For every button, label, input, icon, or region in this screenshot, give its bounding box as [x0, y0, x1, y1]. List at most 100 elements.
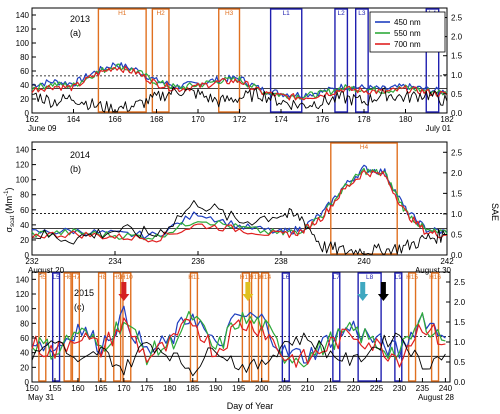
x-tick-label: 240 — [439, 384, 453, 393]
x-tick-label: 185 — [186, 384, 200, 393]
highlight-box — [63, 272, 72, 382]
highlight-box-label: L8 — [366, 274, 374, 281]
y-tick-label: 0 — [25, 109, 30, 118]
y-tick-label: 100 — [16, 305, 30, 314]
arrow-head — [118, 294, 130, 301]
x-tick-label: 170 — [191, 115, 205, 124]
start-date-label: May 31 — [28, 393, 55, 402]
x-tick-label: 234 — [108, 257, 122, 266]
year-label: 2013 — [70, 14, 90, 24]
highlight-box-label: H14 — [259, 274, 271, 281]
x-tick-label: 180 — [399, 115, 413, 124]
highlight-box-label: H1 — [118, 10, 127, 17]
scattering-series-line — [31, 62, 448, 99]
end-date-label: August 30 — [415, 266, 452, 275]
panel-label: (a) — [70, 28, 81, 38]
y-tick-label: 80 — [20, 319, 29, 328]
arrow-head — [357, 294, 369, 301]
y2-tick-label: 0.5 — [454, 358, 466, 367]
plot-frame — [31, 141, 448, 256]
y-tick-label: 100 — [16, 39, 30, 48]
highlight-box — [113, 272, 122, 382]
x-tick-label: 180 — [163, 384, 177, 393]
y2-tick-label: 0.0 — [451, 251, 463, 260]
y-tick-label: 20 — [20, 363, 29, 372]
x-tick-label: 165 — [94, 384, 108, 393]
highlight-box — [394, 272, 403, 382]
x-tick-label: 182 — [440, 115, 454, 124]
highlight-box — [407, 272, 417, 382]
x-tick-label: 155 — [48, 384, 62, 393]
x-tick-label: 164 — [67, 115, 81, 124]
end-date-label: August 28 — [418, 393, 455, 402]
highlight-box-label: H3 — [225, 10, 234, 17]
y-tick-label: 80 — [20, 53, 29, 62]
start-date-label: June 09 — [28, 124, 57, 133]
y2-tick-label: 2.5 — [454, 278, 466, 287]
y2-tick-label: 0.5 — [451, 230, 463, 239]
highlight-box-label: L7 — [333, 274, 341, 281]
x-tick-label: 162 — [25, 115, 39, 124]
y-axis-label-sigma: σ — [4, 226, 14, 232]
x-tick-label: 195 — [232, 384, 246, 393]
highlight-box — [357, 272, 382, 382]
plot-frame — [31, 271, 451, 383]
highlight-box — [241, 272, 250, 382]
y-axis-label-sub: scat — [10, 216, 16, 227]
x-tick-label: 238 — [274, 257, 288, 266]
arrow-shaft — [360, 282, 366, 294]
y-tick-label: 120 — [16, 25, 30, 34]
y-tick-label: 20 — [20, 95, 29, 104]
y2-tick-label: 0.0 — [454, 378, 466, 387]
y2-tick-label: 2.0 — [451, 169, 463, 178]
highlight-box-label: H8 — [98, 274, 107, 281]
legend-label: 450 nm — [394, 18, 421, 27]
x-tick-label: 176 — [316, 115, 330, 124]
y-axis-label: σscat(Mm-1) — [4, 188, 16, 233]
highlight-box — [250, 272, 260, 382]
x-tick-label: 190 — [209, 384, 223, 393]
highlight-box — [334, 8, 349, 113]
scattering-series-line — [31, 65, 448, 101]
highlight-box-label: H13 — [249, 274, 261, 281]
arrow-head — [242, 294, 254, 301]
highlight-box — [269, 8, 303, 113]
x-tick-label: 200 — [255, 384, 269, 393]
highlight-box-label: H15 — [406, 274, 418, 281]
scattering-series-line — [31, 169, 448, 243]
highlight-box-label: L3 — [358, 10, 366, 17]
x-tick-label: 178 — [357, 115, 371, 124]
y-tick-label: 140 — [16, 146, 30, 155]
highlight-box-label: H12 — [240, 274, 252, 281]
x-tick-label: 236 — [191, 257, 205, 266]
x-tick-label: 166 — [108, 115, 122, 124]
arrow-shaft — [380, 282, 386, 294]
y-tick-label: 0 — [25, 251, 30, 260]
x-tick-label: 172 — [233, 115, 247, 124]
y2-tick-label: 1.5 — [454, 318, 466, 327]
y2-tick-label: 2.5 — [451, 14, 463, 23]
y-tick-label: 40 — [20, 349, 29, 358]
highlight-box-label: H11 — [188, 274, 200, 281]
year-label: 2014 — [70, 150, 90, 160]
y2-tick-label: 1.0 — [454, 338, 466, 347]
highlight-box-label: L5 — [52, 274, 60, 281]
x-tick-label: 230 — [393, 384, 407, 393]
y-axis-label-unit: (Mm — [4, 196, 14, 214]
x-tick-label: 215 — [324, 384, 338, 393]
highlight-box-label: H7 — [72, 274, 81, 281]
x-tick-label: 242 — [440, 257, 454, 266]
highlight-box-label: H6 — [63, 274, 72, 281]
x-tick-label: 225 — [370, 384, 384, 393]
highlight-box — [281, 272, 290, 382]
highlight-box-label: L1 — [283, 10, 291, 17]
y-tick-label: 40 — [20, 221, 29, 230]
x-tick-label: 232 — [25, 257, 39, 266]
scattering-series-line — [31, 317, 446, 368]
y2-tick-label: 1.5 — [451, 189, 463, 198]
y2-tick-label: 2.0 — [451, 33, 463, 42]
highlight-box — [330, 142, 398, 255]
y2-tick-label: 1.5 — [451, 52, 463, 61]
highlight-box — [355, 8, 369, 113]
